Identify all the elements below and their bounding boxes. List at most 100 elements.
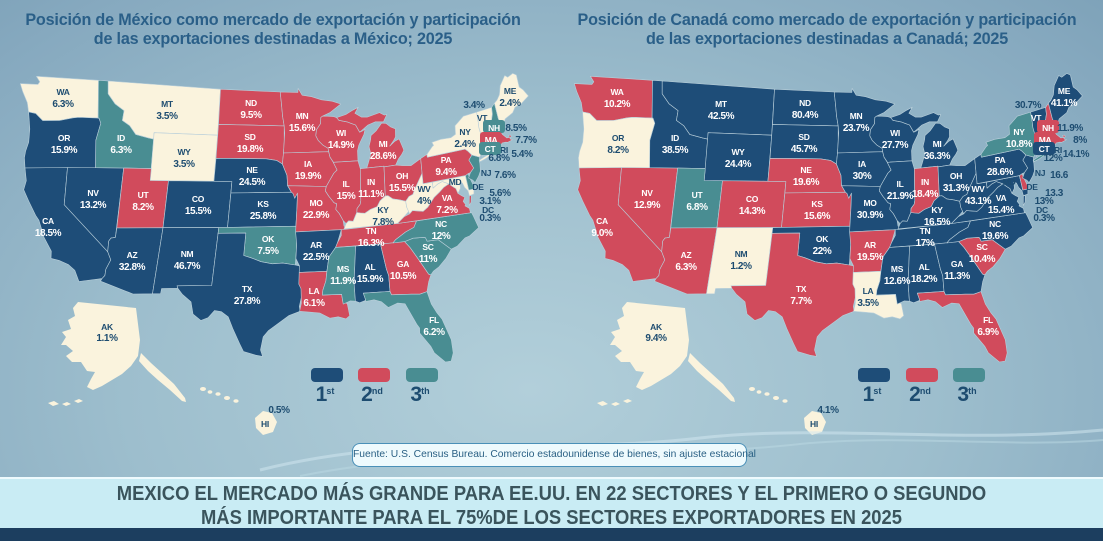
svg-text:GA: GA (397, 259, 409, 269)
svg-text:CO: CO (192, 194, 205, 204)
svg-text:LA: LA (863, 286, 874, 296)
svg-text:6.2%: 6.2% (423, 327, 445, 338)
svg-text:CA: CA (42, 216, 54, 226)
svg-text:MD: MD (1003, 177, 1016, 187)
svg-text:8.2%: 8.2% (132, 202, 154, 213)
svg-text:FL: FL (429, 315, 439, 325)
svg-text:19.9%: 19.9% (295, 171, 322, 182)
svg-text:IN: IN (921, 177, 929, 187)
svg-text:16.6: 16.6 (1050, 170, 1069, 181)
svg-text:6.8%: 6.8% (488, 153, 510, 164)
svg-text:8%: 8% (1073, 135, 1087, 146)
svg-text:OH: OH (950, 171, 962, 181)
svg-text:SD: SD (798, 132, 809, 142)
svg-text:OK: OK (262, 234, 275, 244)
svg-text:WV: WV (971, 184, 985, 194)
svg-text:2nd: 2nd (361, 383, 383, 406)
svg-text:6.3%: 6.3% (52, 99, 74, 110)
svg-text:MO: MO (309, 198, 323, 208)
svg-text:22%: 22% (813, 246, 832, 257)
svg-text:12%: 12% (432, 231, 451, 242)
svg-text:3.5%: 3.5% (156, 111, 178, 122)
svg-text:12.6%: 12.6% (884, 276, 911, 287)
svg-text:3th: 3th (410, 383, 429, 406)
svg-text:OR: OR (58, 133, 70, 143)
svg-text:10.2%: 10.2% (604, 99, 631, 110)
svg-text:1st: 1st (316, 383, 335, 406)
svg-text:32.8%: 32.8% (119, 262, 146, 273)
svg-text:16.3%: 16.3% (358, 238, 385, 249)
svg-text:3.5%: 3.5% (857, 298, 879, 309)
svg-text:19.5%: 19.5% (857, 252, 884, 263)
svg-text:OR: OR (612, 133, 624, 143)
svg-text:2.4%: 2.4% (454, 139, 476, 150)
svg-text:15.6%: 15.6% (804, 211, 831, 222)
svg-text:ME: ME (504, 86, 517, 96)
svg-text:6.3%: 6.3% (675, 262, 697, 273)
svg-text:30.9%: 30.9% (857, 210, 884, 221)
svg-text:12.9%: 12.9% (634, 200, 661, 211)
svg-text:AR: AR (864, 240, 876, 250)
svg-text:MS: MS (891, 264, 904, 274)
svg-text:3.4%: 3.4% (463, 100, 485, 111)
svg-text:KS: KS (811, 199, 823, 209)
svg-text:TX: TX (242, 284, 253, 294)
svg-text:AL: AL (365, 262, 376, 272)
svg-text:12%: 12% (1044, 153, 1063, 164)
svg-text:VA: VA (442, 193, 453, 203)
svg-text:ID: ID (671, 133, 679, 143)
svg-text:17%: 17% (916, 238, 935, 249)
svg-text:15.4%: 15.4% (988, 205, 1015, 216)
svg-text:11.1%: 11.1% (358, 189, 384, 200)
svg-text:IA: IA (858, 159, 866, 169)
svg-text:DE: DE (472, 182, 484, 192)
svg-text:3th: 3th (957, 383, 976, 406)
svg-text:7.6%: 7.6% (494, 170, 516, 181)
svg-text:36.3%: 36.3% (924, 151, 951, 162)
svg-text:28.6%: 28.6% (987, 167, 1014, 178)
svg-text:CT: CT (485, 144, 497, 154)
svg-text:13.3: 13.3 (1045, 188, 1064, 199)
svg-text:10.8%: 10.8% (1006, 139, 1033, 150)
svg-text:CT: CT (1039, 144, 1051, 154)
svg-text:MS: MS (337, 264, 350, 274)
svg-text:42.5%: 42.5% (708, 111, 735, 122)
svg-text:6.8%: 6.8% (686, 202, 708, 213)
svg-text:OH: OH (396, 171, 408, 181)
svg-text:15.9%: 15.9% (51, 145, 78, 156)
svg-text:IL: IL (343, 179, 350, 189)
svg-text:NC: NC (989, 219, 1001, 229)
svg-text:15%: 15% (337, 191, 356, 202)
svg-text:UT: UT (692, 190, 704, 200)
svg-text:MI: MI (379, 139, 388, 149)
svg-text:NV: NV (641, 188, 653, 198)
svg-text:0.3%: 0.3% (1033, 213, 1055, 224)
svg-text:TX: TX (796, 284, 807, 294)
svg-text:MN: MN (850, 111, 863, 121)
svg-text:6.1%: 6.1% (303, 298, 325, 309)
svg-text:6.3%: 6.3% (110, 145, 132, 156)
svg-text:14.1%: 14.1% (1063, 149, 1090, 160)
svg-text:VA: VA (996, 193, 1007, 203)
svg-text:43.1%: 43.1% (965, 196, 992, 207)
svg-text:MT: MT (161, 99, 174, 109)
svg-text:9.4%: 9.4% (435, 167, 457, 178)
svg-text:NV: NV (87, 188, 99, 198)
svg-text:46.7%: 46.7% (174, 261, 201, 272)
svg-text:AK: AK (650, 322, 663, 332)
svg-text:WY: WY (731, 147, 745, 157)
svg-text:4%: 4% (417, 196, 431, 207)
svg-text:24.4%: 24.4% (725, 159, 752, 170)
svg-text:AZ: AZ (681, 250, 692, 260)
svg-text:18.5%: 18.5% (35, 228, 62, 239)
svg-text:11.3%: 11.3% (944, 271, 970, 282)
svg-text:IL: IL (897, 179, 904, 189)
svg-text:1.2%: 1.2% (730, 261, 752, 272)
svg-text:7.2%: 7.2% (436, 205, 458, 216)
svg-text:IA: IA (304, 159, 312, 169)
svg-text:22.9%: 22.9% (303, 210, 330, 221)
svg-text:30%: 30% (853, 171, 872, 182)
svg-text:3.5%: 3.5% (173, 159, 195, 170)
svg-text:WI: WI (336, 128, 346, 138)
svg-text:10.5%: 10.5% (390, 271, 417, 282)
